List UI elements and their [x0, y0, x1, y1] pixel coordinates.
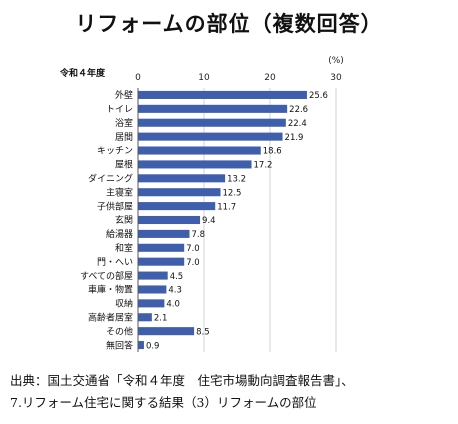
bar: [138, 243, 185, 252]
category-label: その他: [106, 325, 133, 337]
value-label: 2.1: [154, 313, 168, 323]
value-label: 4.3: [168, 286, 182, 296]
x-tick-label: 10: [198, 73, 210, 83]
value-label: 21.9: [285, 133, 304, 143]
category-label: 高齢者居室: [88, 311, 133, 323]
bar: [138, 229, 190, 238]
value-label: 12.5: [223, 188, 242, 198]
category-label: 屋根: [115, 159, 133, 171]
bar: [138, 188, 221, 197]
source-line-1: 出典：国土交通省「令和４年度 住宅市場動向調査報告書」、: [10, 373, 354, 388]
bar: [138, 313, 152, 322]
year-label: 令和４年度: [59, 67, 106, 79]
category-label: 無回答: [106, 339, 133, 351]
bar: [138, 118, 286, 127]
value-label: 9.4: [202, 216, 216, 226]
category-label: 収納: [115, 298, 133, 310]
category-label: 外壁: [115, 89, 133, 101]
source-line-2: 7.リフォーム住宅に関する結果（3）リフォームの部位: [10, 395, 317, 410]
unit-label: (%): [328, 56, 344, 66]
x-tick-label: 30: [330, 73, 342, 83]
bar: [138, 257, 185, 266]
value-label: 4.0: [166, 300, 180, 310]
bar: [138, 271, 168, 280]
category-label: 居間: [115, 132, 133, 143]
value-label: 7.0: [186, 244, 200, 254]
value-label: 7.0: [186, 258, 200, 268]
category-label: 子供部屋: [97, 200, 133, 212]
x-tick-label: 0: [135, 73, 141, 83]
bar: [138, 146, 261, 155]
bar: [138, 215, 201, 225]
bar: [138, 104, 288, 113]
bar: [138, 327, 195, 336]
value-label: 4.5: [170, 272, 184, 282]
category-label: ダイニング: [88, 173, 133, 185]
value-label: 18.6: [263, 147, 282, 157]
value-label: 22.4: [288, 119, 307, 129]
bar: [138, 341, 144, 350]
bar: [138, 132, 283, 141]
bar: [138, 174, 226, 183]
bar: [138, 90, 307, 99]
x-tick-label: 20: [264, 73, 276, 83]
category-label: キッチン: [97, 146, 133, 157]
category-label: すべての部屋: [80, 270, 133, 282]
bar: [138, 202, 216, 211]
value-label: 7.8: [191, 230, 205, 240]
value-label: 22.6: [289, 105, 308, 115]
category-label: 門・へい: [97, 257, 133, 268]
source-note: 出典：国土交通省「令和４年度 住宅市場動向調査報告書」、 7.リフォーム住宅に関…: [10, 370, 455, 414]
bar: [138, 299, 165, 308]
bar: [138, 285, 167, 294]
bar-chart: 令和４年度 (%) 0 10 20 30 外壁 25.6 トイレ 22.6 浴室 22.4 居間 2…: [59, 56, 344, 352]
value-label: 8.5: [196, 327, 210, 337]
value-label: 25.6: [309, 91, 328, 101]
value-label: 11.7: [217, 202, 236, 212]
value-label: 13.2: [227, 175, 246, 185]
chart-title: リフォームの部位（複数回答）: [75, 11, 383, 36]
category-label: 玄関: [115, 214, 133, 226]
bar: [138, 160, 252, 169]
category-label: 給湯器: [106, 228, 133, 240]
category-label: 和室: [115, 242, 133, 254]
category-label: 車庫・物置: [88, 284, 133, 296]
category-label: 浴室: [115, 117, 133, 129]
value-label: 0.9: [146, 341, 160, 351]
value-label: 17.2: [254, 161, 273, 171]
category-label: 主寝室: [106, 186, 133, 198]
category-label: トイレ: [106, 105, 133, 115]
